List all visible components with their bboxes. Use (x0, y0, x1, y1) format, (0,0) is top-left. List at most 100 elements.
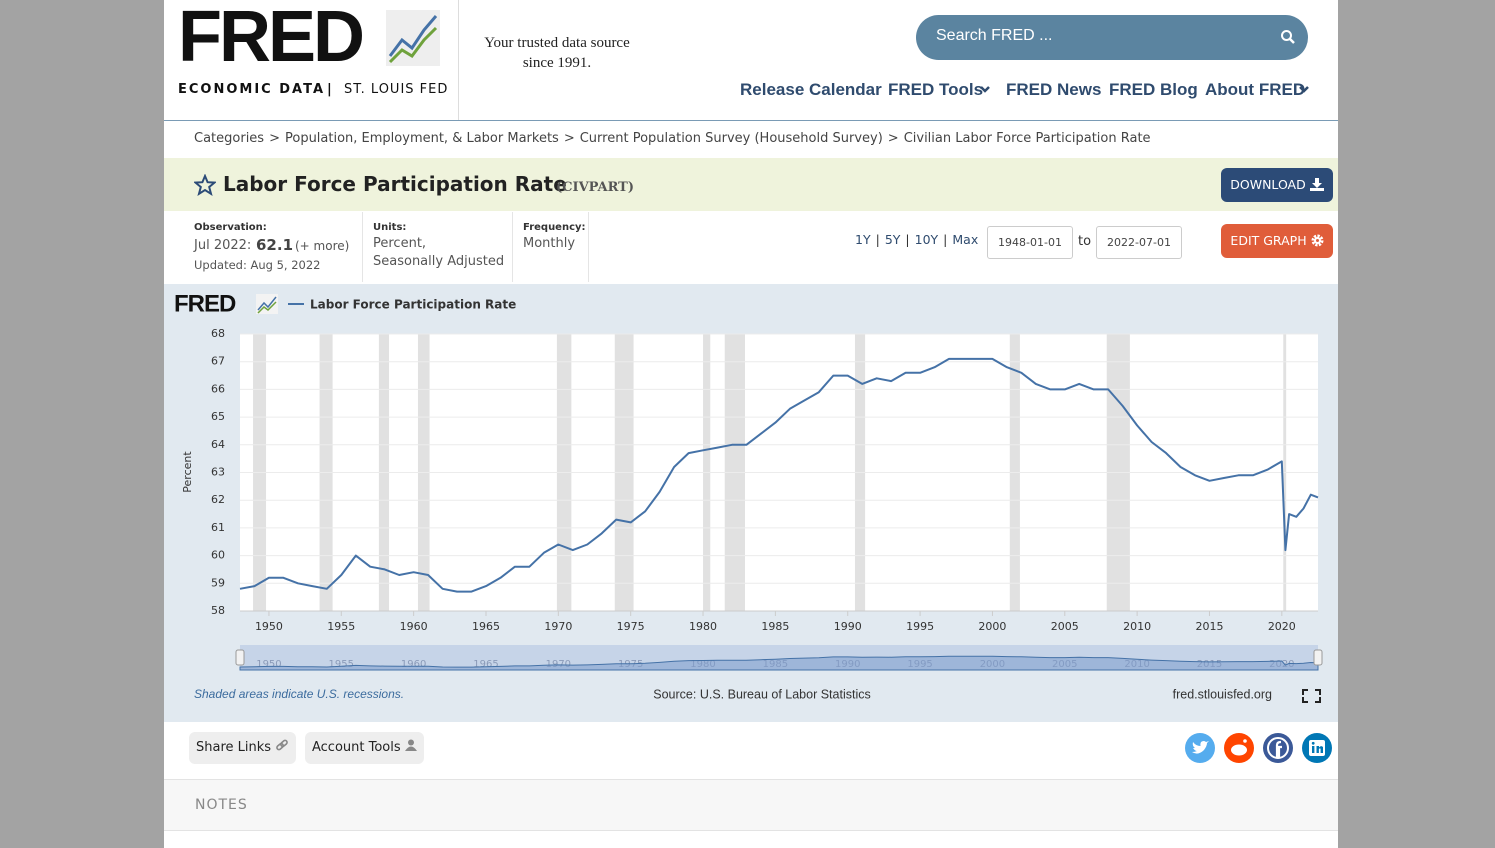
nav-link[interactable]: FRED Blog (1109, 80, 1198, 99)
navigator-area (239, 655, 1319, 671)
link-icon (276, 739, 289, 751)
breadcrumb-separator: > (269, 131, 280, 146)
x-tick-label: 1975 (617, 620, 645, 633)
breadcrumb-link[interactable]: Population, Employment, & Labor Markets (284, 131, 559, 146)
navigator-tick-label: 1965 (473, 659, 498, 670)
notes-bar (164, 780, 1338, 830)
nav-link[interactable]: About FRED (1205, 80, 1306, 99)
breadcrumb-link[interactable]: Civilian Labor Force Participation Rate (903, 131, 1151, 146)
logo-sub: ECONOMIC DATA (178, 82, 326, 97)
breadcrumb-separator: > (563, 131, 575, 146)
range-link[interactable]: 5Y (884, 232, 901, 247)
breadcrumb-link[interactable]: Current Population Survey (Household Sur… (579, 131, 883, 146)
content: FRED ECONOMIC DATA | ST. LOUIS FED Your … (164, 0, 1338, 848)
breadcrumb-link[interactable]: Categories (194, 131, 265, 146)
navigator-handle[interactable] (1313, 649, 1323, 666)
divider (164, 779, 1338, 780)
twitter[interactable] (1185, 733, 1215, 763)
date-to[interactable]: 2022-07-01 (1096, 226, 1182, 259)
share-links-button[interactable]: Share Links (189, 732, 297, 764)
account-tools: Account Tools (312, 740, 401, 755)
brand-icon (256, 294, 278, 314)
y-tick-label: 62 (211, 493, 225, 506)
y-tick-label: 66 (211, 382, 225, 395)
observation-date: Jul 2022: (194, 238, 252, 253)
range-selector: 1Y | 5Y | 10Y | Max (855, 232, 978, 247)
range-link[interactable]: 10Y (914, 232, 939, 247)
logo[interactable]: FRED (178, 0, 365, 77)
y-tick-label: 60 (211, 549, 225, 562)
frequency-label: Frequency: (523, 222, 586, 233)
search-placeholder: Search FRED ... (936, 27, 1053, 44)
y-tick-label: 68 (211, 327, 225, 340)
edit-graph-button[interactable]: EDIT GRAPH (1221, 224, 1333, 258)
nav-link[interactable]: FRED Tools (888, 80, 984, 99)
range-separator: | (943, 232, 948, 247)
title-bar (164, 158, 1338, 211)
y-tick-label: 64 (211, 438, 225, 451)
tagline: since 1991. (522, 55, 592, 71)
navigator-tick-label: 1955 (329, 659, 354, 670)
brand-icon-line (257, 296, 277, 311)
notes-heading: NOTES (195, 797, 248, 813)
breadcrumb-separator: > (887, 131, 899, 146)
nav-link[interactable]: FRED News (1006, 80, 1102, 99)
series-id: (CIVPART) (556, 180, 634, 195)
facebook[interactable] (1263, 733, 1293, 763)
range-link[interactable]: 1Y (855, 232, 871, 247)
x-tick-label: 2010 (1123, 620, 1151, 633)
recession-note: Shaded areas indicate U.S. recessions. (194, 687, 404, 701)
data-line (239, 357, 1319, 593)
observation-more[interactable]: (+ more) (295, 239, 350, 253)
download-button[interactable]: DOWNLOAD (1221, 168, 1333, 202)
brand-icon-line (257, 301, 277, 314)
legend-label: Labor Force Participation Rate (310, 298, 516, 312)
gear-icon (1311, 234, 1324, 247)
social-icons (1185, 733, 1332, 763)
source: Source: U.S. Bureau of Labor Statistics (653, 687, 870, 701)
chevron (980, 86, 990, 93)
reddit[interactable] (1224, 733, 1254, 763)
y-tick-label: 67 (211, 355, 225, 368)
handle (235, 649, 245, 666)
y-tick-label: 59 (211, 576, 225, 589)
y-tick-label: 58 (211, 604, 225, 617)
updated: Updated: Aug 5, 2022 (194, 258, 321, 272)
edit-graph-label: EDIT GRAPH (1230, 233, 1307, 248)
navigator-handle[interactable] (235, 649, 245, 666)
navigator-tick-label: 1950 (256, 659, 281, 670)
divider (588, 212, 589, 282)
search-box[interactable]: Search FRED ... (916, 15, 1308, 60)
favorite-star[interactable] (194, 174, 216, 196)
x-tick-label: 1955 (327, 620, 355, 633)
x-tick-label: 2015 (1195, 620, 1223, 633)
date-to-word: to (1078, 234, 1092, 249)
divider (362, 212, 363, 282)
date-from[interactable]: 1948-01-01 (987, 226, 1073, 259)
search-icon[interactable] (1280, 29, 1296, 45)
user-icon (404, 739, 417, 751)
x-tick-label: 1995 (906, 620, 934, 633)
linkedin[interactable] (1302, 733, 1332, 763)
y-tick-label: 65 (211, 410, 225, 423)
units: Seasonally Adjusted (373, 254, 505, 269)
x-tick-label: 1960 (400, 620, 428, 633)
account-tools-button[interactable]: Account Tools (305, 732, 424, 764)
range-link[interactable]: Max (952, 232, 979, 247)
x-tick-label: 1985 (761, 620, 789, 633)
fullscreen-icon[interactable] (1302, 689, 1321, 703)
share-links: Share Links (196, 740, 272, 755)
breadcrumb: Categories > Population, Employment, & Lab… (194, 131, 1151, 146)
x-tick-label: 1970 (544, 620, 572, 633)
nav-link[interactable]: Release Calendar (740, 80, 882, 99)
handle (1313, 649, 1323, 666)
x-tick-label: 1950 (255, 620, 283, 633)
chart: FRED Labor Force Participation Rate 58 59 60… (164, 284, 1338, 722)
x-tick-label: 2005 (1051, 620, 1079, 633)
range-separator: | (905, 232, 910, 247)
x-tick-label: 1990 (834, 620, 862, 633)
logo-icon (386, 10, 440, 66)
header-border (164, 120, 1338, 121)
tagline: Your trusted data source (484, 35, 630, 51)
